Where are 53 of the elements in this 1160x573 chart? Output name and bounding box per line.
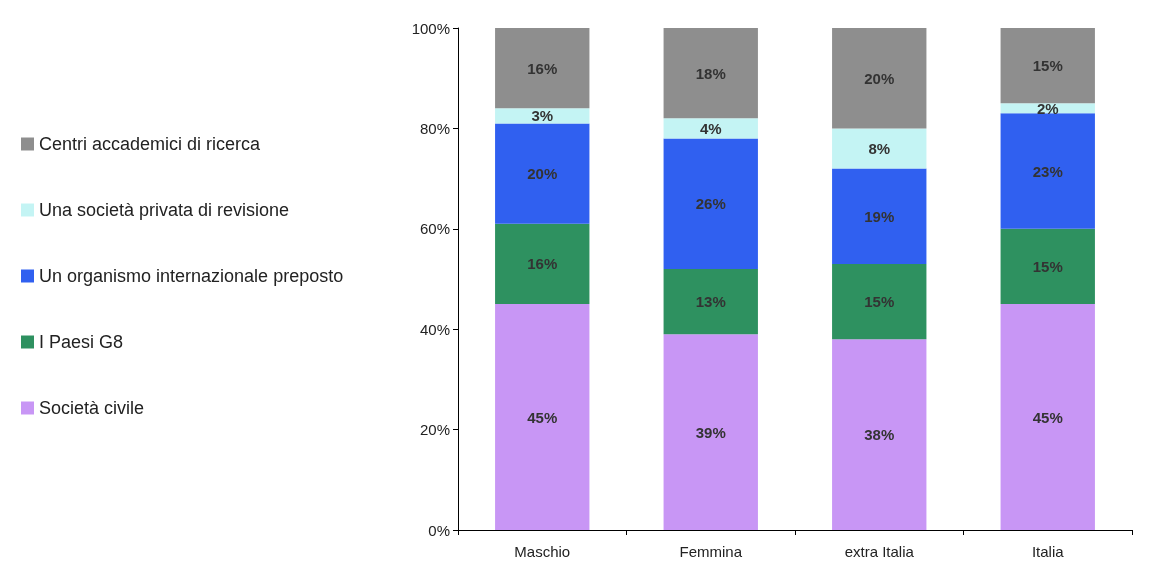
bar: [832, 28, 927, 129]
data-label: 15%: [1032, 257, 1063, 275]
data-label: 2%: [1036, 99, 1059, 117]
legend-label: I Paesi G8: [39, 332, 124, 352]
data-label: 15%: [864, 293, 895, 311]
bar: [495, 123, 590, 224]
data-label: 16%: [527, 255, 558, 273]
x-tick-label: Femmina: [679, 543, 743, 560]
data-label: 13%: [695, 293, 726, 311]
bar: [832, 168, 927, 264]
y-tick-label: 100%: [411, 19, 450, 37]
bar: [1000, 228, 1095, 305]
bar: [832, 339, 927, 530]
data-label: 45%: [1032, 408, 1063, 426]
data-label: 26%: [695, 195, 726, 213]
x-tick-label: extra Italia: [844, 543, 915, 560]
data-label: 8%: [868, 139, 891, 157]
data-label: 45%: [527, 408, 558, 426]
y-tick-label: 40%: [419, 320, 450, 338]
data-label: 15%: [1032, 57, 1063, 75]
x-tick-label: Italia: [1031, 543, 1065, 560]
data-label: 39%: [695, 423, 726, 441]
bar: [1000, 28, 1095, 104]
legend-label: Centri accademici di ricerca: [39, 134, 262, 154]
bar: [495, 28, 590, 109]
data-label: 16%: [527, 59, 558, 77]
bar: [663, 28, 758, 119]
data-label: 3%: [531, 107, 554, 125]
y-tick-label: 20%: [419, 421, 450, 439]
legend-label: Società civile: [39, 398, 145, 418]
y-tick-label: 0%: [428, 521, 450, 539]
data-label: 4%: [699, 119, 722, 137]
x-tick-label: Maschio: [514, 543, 571, 560]
data-label: 20%: [864, 69, 895, 87]
y-tick-label: 60%: [419, 220, 450, 238]
legend-label: Un organismo internazionale preposto: [39, 266, 344, 286]
bar: [495, 304, 590, 530]
bar: [663, 118, 758, 139]
bar: [663, 334, 758, 530]
bar: [1000, 113, 1095, 229]
bar: [832, 263, 927, 340]
data-label: 38%: [864, 426, 895, 444]
data-label: 18%: [695, 64, 726, 82]
bar: [1000, 304, 1095, 530]
bar: [663, 138, 758, 269]
y-tick-label: 80%: [419, 119, 450, 137]
data-label: 23%: [1032, 162, 1063, 180]
bar: [832, 128, 927, 169]
legend-label: Una società privata di revisione: [39, 200, 290, 220]
data-label: 20%: [527, 165, 558, 183]
bar: [663, 268, 758, 335]
data-label: 19%: [864, 207, 895, 225]
bar: [495, 223, 590, 305]
